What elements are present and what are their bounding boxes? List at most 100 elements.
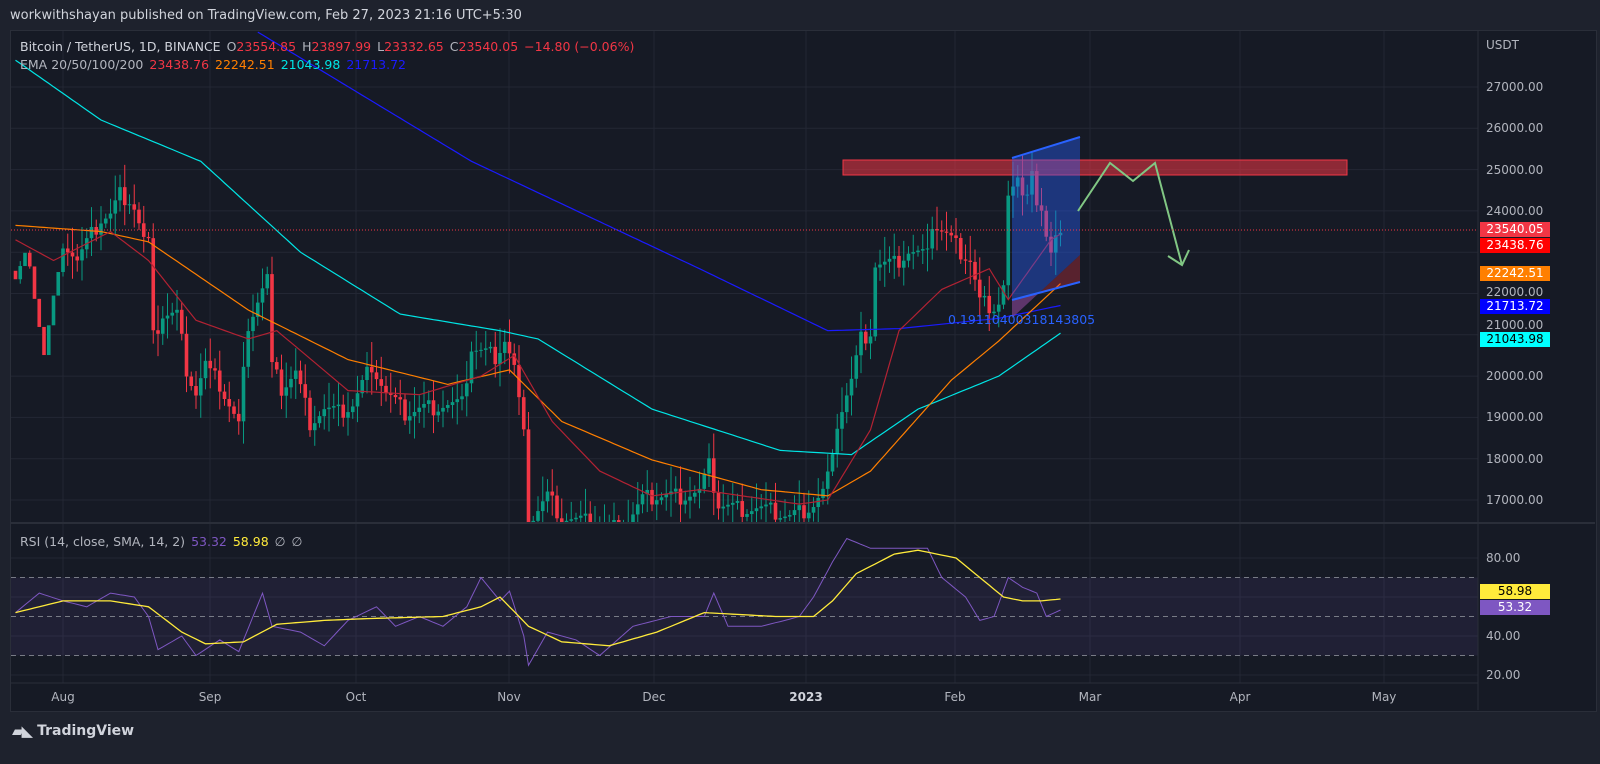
candle-up — [160, 318, 165, 334]
candle-down — [189, 376, 194, 387]
candle-up — [811, 507, 816, 513]
candle-up — [336, 404, 341, 407]
candle-up — [365, 366, 369, 381]
ema100-tag: 21043.98 — [1480, 332, 1550, 347]
candle-up — [360, 380, 365, 394]
price-axis-label: 26000.00 — [1486, 121, 1544, 136]
candle-down — [369, 366, 374, 373]
candle-up — [901, 260, 906, 268]
candle-up — [312, 423, 317, 431]
candle-down — [973, 261, 977, 280]
projection-path[interactable] — [1077, 161, 1183, 266]
candle-down — [493, 346, 498, 365]
candle-down — [75, 256, 80, 261]
candle-up — [1053, 235, 1058, 253]
channel-top-line[interactable] — [1011, 136, 1081, 159]
candle-up — [113, 200, 118, 214]
chart-frame[interactable] — [10, 30, 1597, 712]
tradingview-logo-icon: ▰◣ — [12, 722, 33, 740]
candle-up — [293, 370, 298, 379]
candle-up — [531, 520, 536, 522]
candle-down — [213, 368, 217, 371]
candle-down — [146, 236, 151, 239]
candle-down — [303, 384, 308, 398]
candle-down — [939, 230, 944, 232]
candle-down — [1020, 177, 1025, 196]
candle-down — [711, 458, 716, 493]
candle-up — [284, 387, 289, 396]
rsi-legend[interactable]: RSI (14, close, SMA, 14, 2) 53.32 58.98 ∅ ∅ — [20, 534, 308, 549]
channel-upper-fill[interactable] — [1012, 137, 1080, 318]
candle-up — [726, 504, 730, 507]
candle-down — [156, 330, 160, 334]
candle-up — [1001, 285, 1006, 305]
ema100-line — [15, 59, 1061, 456]
price-axis-label: 27000.00 — [1486, 80, 1544, 94]
price-axis-label: 20000.00 — [1486, 369, 1544, 384]
candle-up — [540, 501, 545, 512]
ratio-label: 0.19110400318143805 — [948, 312, 1096, 327]
candle-up — [350, 406, 355, 413]
symbol-legend[interactable]: Bitcoin / TetherUS, 1D, BINANCE O23554.85… — [20, 39, 640, 54]
candle-up — [175, 309, 179, 313]
candle-up — [331, 406, 336, 408]
rsi-tag: 53.32 — [1480, 600, 1550, 615]
candle-up — [1015, 177, 1020, 187]
projection-arrowhead — [1167, 249, 1190, 267]
candle-up — [612, 520, 616, 522]
tradingview-logo[interactable]: ▰◣ TradingView — [12, 722, 134, 740]
channel-bottom-line[interactable] — [1011, 281, 1081, 301]
candle-up — [488, 346, 493, 349]
candles — [13, 151, 1063, 522]
candle-up — [260, 288, 265, 303]
price-unit: USDT — [1486, 38, 1519, 52]
candle-up — [441, 407, 445, 412]
channel-lower-fill[interactable] — [1012, 255, 1080, 318]
candle-up — [322, 409, 327, 417]
candle-down — [32, 266, 37, 299]
candle-up — [745, 514, 749, 517]
candle-up — [545, 491, 550, 502]
candle-up — [436, 411, 441, 416]
candle-up — [982, 295, 987, 298]
candle-up — [578, 515, 583, 518]
candle-up — [659, 497, 664, 501]
candle-down — [236, 413, 241, 422]
candle-up — [23, 252, 27, 267]
candle-up — [165, 315, 170, 319]
close-label: C — [449, 39, 459, 54]
candle-down — [550, 491, 555, 496]
ema200-value: 21713.72 — [346, 57, 406, 72]
resistance-zone[interactable] — [842, 159, 1348, 176]
open-value: 23554.85 — [236, 39, 297, 54]
candle-up — [778, 518, 783, 520]
candle-down — [384, 385, 388, 393]
candle-down — [217, 370, 222, 392]
candle-up — [417, 407, 422, 412]
candle-down — [37, 298, 42, 327]
candle-up — [18, 266, 23, 280]
candle-down — [222, 391, 227, 400]
candle-down — [227, 399, 232, 407]
candle-up — [859, 331, 863, 356]
ema-legend[interactable]: EMA 20/50/100/200 23438.76 22242.51 21043.9… — [20, 57, 412, 72]
candle-down — [27, 252, 32, 267]
candle-up — [996, 304, 1001, 312]
candle-up — [479, 349, 483, 351]
candle-down — [379, 379, 384, 386]
time-axis-label: Oct — [345, 690, 367, 704]
candle-up — [754, 508, 759, 512]
ema20-line — [15, 230, 1061, 505]
candle-down — [863, 331, 868, 344]
candle-up — [688, 496, 692, 501]
candle-down — [13, 270, 18, 280]
candle-up — [460, 396, 464, 400]
candle-down — [1034, 171, 1039, 206]
price-axis-label: 18000.00 — [1486, 451, 1544, 466]
candle-up — [265, 274, 270, 289]
candle-up — [816, 497, 821, 508]
candle-up — [783, 516, 787, 519]
candle-up — [840, 412, 844, 429]
candle-down — [555, 495, 559, 519]
